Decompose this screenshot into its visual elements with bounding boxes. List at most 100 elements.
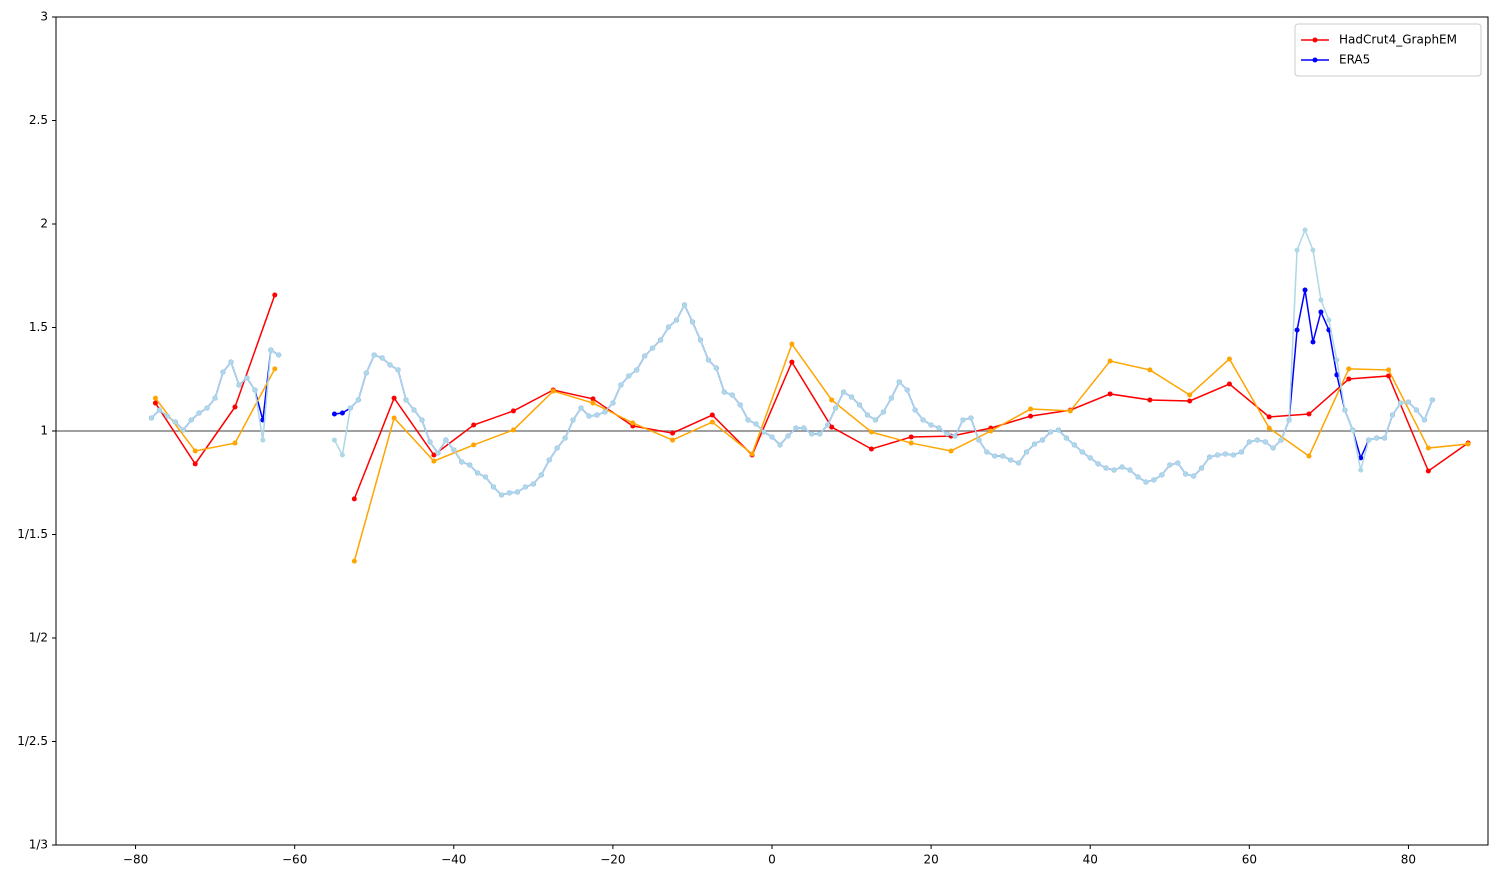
- series-marker: [391, 415, 397, 421]
- series-marker: [451, 447, 457, 453]
- series-marker: [331, 411, 337, 417]
- series-marker: [1167, 462, 1173, 468]
- series-marker: [1103, 465, 1109, 471]
- series-marker: [868, 446, 874, 452]
- series-marker: [1095, 461, 1101, 467]
- series-marker: [1334, 372, 1340, 378]
- series-marker: [908, 434, 914, 440]
- series-marker: [562, 435, 568, 441]
- series-marker: [1107, 358, 1113, 364]
- series-marker: [228, 359, 234, 365]
- series-marker: [888, 395, 894, 401]
- series-marker: [363, 370, 369, 376]
- y-tick-label: 1/3: [29, 838, 48, 852]
- series-marker: [419, 417, 425, 423]
- series-marker: [713, 365, 719, 371]
- series-marker: [510, 427, 516, 433]
- series-marker: [355, 397, 361, 403]
- series-marker: [431, 458, 437, 464]
- series-marker: [252, 387, 258, 393]
- series-marker: [164, 413, 170, 419]
- series-marker: [642, 353, 648, 359]
- series-marker: [1028, 413, 1034, 419]
- series-marker: [1346, 366, 1352, 372]
- series-marker: [944, 431, 950, 437]
- series-marker: [1413, 407, 1419, 413]
- series-marker: [968, 415, 974, 421]
- y-tick-label: 1/2: [29, 630, 48, 644]
- series-marker: [1147, 397, 1153, 403]
- series-marker: [833, 405, 839, 411]
- series-marker: [896, 379, 902, 385]
- series-marker: [1270, 445, 1276, 451]
- series-marker: [590, 396, 596, 402]
- series-marker: [1127, 467, 1133, 473]
- x-tick-label: −80: [123, 853, 148, 867]
- series-marker: [789, 359, 795, 365]
- series-marker: [1386, 373, 1392, 379]
- series-marker: [1047, 429, 1053, 435]
- series-marker: [1143, 479, 1149, 485]
- series-marker: [1055, 427, 1061, 433]
- series-marker: [1191, 473, 1197, 479]
- series-marker: [1079, 449, 1085, 455]
- series-marker: [538, 472, 544, 478]
- series-marker: [471, 442, 477, 448]
- series-marker: [156, 407, 162, 413]
- series-marker: [467, 462, 473, 468]
- series-marker: [1326, 317, 1332, 323]
- series-marker: [443, 437, 449, 443]
- series-marker: [908, 440, 914, 446]
- series-marker: [1342, 407, 1348, 413]
- series-marker: [1302, 227, 1308, 233]
- series-marker: [960, 417, 966, 423]
- series-marker: [148, 415, 154, 421]
- series-marker: [864, 412, 870, 418]
- legend-box: [1294, 23, 1482, 77]
- series-marker: [431, 452, 437, 458]
- series-marker: [391, 395, 397, 401]
- series-marker: [152, 395, 158, 401]
- series-marker: [1238, 449, 1244, 455]
- legend-marker: [1312, 37, 1318, 43]
- series-marker: [1071, 442, 1077, 448]
- series-marker: [928, 422, 934, 428]
- series-marker: [670, 430, 676, 436]
- series-marker: [1266, 425, 1272, 431]
- series-marker: [192, 461, 198, 467]
- x-tick-label: 80: [1401, 853, 1416, 867]
- series-marker: [1425, 445, 1431, 451]
- series-marker: [172, 419, 178, 425]
- series-marker: [192, 448, 198, 454]
- series-marker: [1226, 356, 1232, 362]
- series-marker: [920, 417, 926, 423]
- series-marker: [232, 404, 238, 410]
- series-marker: [1024, 449, 1030, 455]
- series-marker: [936, 425, 942, 431]
- series-marker: [880, 409, 886, 415]
- series-marker: [988, 428, 994, 434]
- series-marker: [411, 407, 417, 413]
- series-marker: [610, 400, 616, 406]
- series-marker: [339, 410, 345, 416]
- series-marker: [1390, 412, 1396, 418]
- series-marker: [1386, 367, 1392, 373]
- series-marker: [1374, 435, 1380, 441]
- series-marker: [793, 425, 799, 431]
- series-marker: [829, 424, 835, 430]
- series-marker: [630, 420, 636, 426]
- series-marker: [1306, 453, 1312, 459]
- series-marker: [196, 410, 202, 416]
- x-tick-label: −20: [600, 853, 625, 867]
- series-marker: [789, 341, 795, 347]
- series-marker: [729, 392, 735, 398]
- series-marker: [427, 439, 433, 445]
- series-marker: [1187, 392, 1193, 398]
- series-marker: [212, 395, 218, 401]
- series-marker: [371, 352, 377, 358]
- series-marker: [1429, 397, 1435, 403]
- series-marker: [721, 389, 727, 395]
- series-marker: [1135, 474, 1141, 480]
- series-marker: [180, 427, 186, 433]
